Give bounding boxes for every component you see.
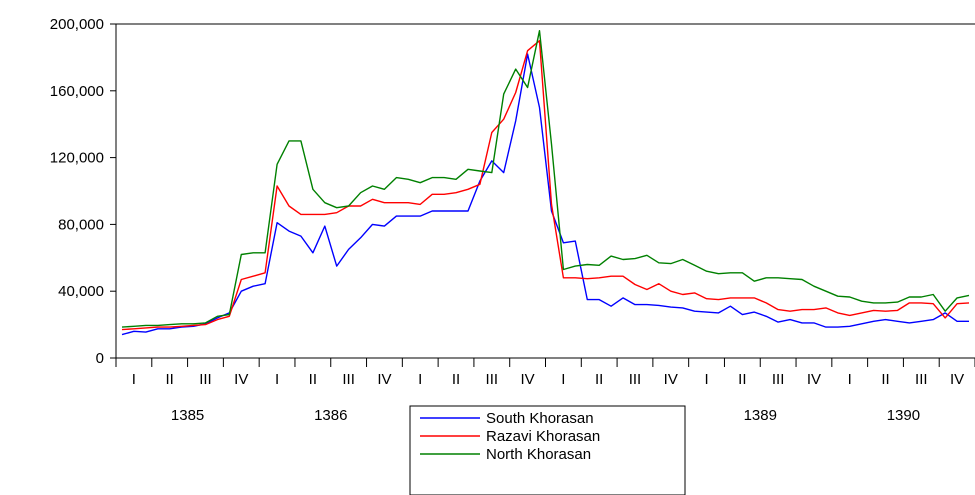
y-tick-label: 80,000 (58, 216, 104, 233)
x-quarter-label: IV (807, 371, 821, 388)
y-tick-label: 40,000 (58, 283, 104, 300)
x-quarter-label: II (166, 371, 174, 388)
x-quarter-label: I (418, 371, 422, 388)
x-quarter-label: III (199, 371, 212, 388)
series-lines (121, 30, 970, 336)
x-quarter-label: IV (377, 371, 391, 388)
legend: South Khorasan Razavi Khorasan North Kho… (409, 405, 686, 495)
x-quarter-label: III (915, 371, 928, 388)
x-year-label: 1385 (171, 407, 204, 424)
series-line-north-khorasan (121, 30, 970, 328)
x-quarter-label: II (309, 371, 317, 388)
x-year-label: 1386 (314, 407, 347, 424)
x-quarter-label: IV (664, 371, 678, 388)
series-line-south-khorasan (121, 53, 969, 336)
x-quarter-label: III (342, 371, 355, 388)
x-quarter-label: IV (234, 371, 248, 388)
x-axis: I II III IV I II III IV I II III IV I II III IV I II III IV… (115, 358, 975, 424)
x-quarter-label: I (848, 371, 852, 388)
x-quarter-label: IV (950, 371, 964, 388)
legend-label-south-khorasan: South Khorasan (486, 410, 594, 427)
y-tick-label: 160,000 (50, 83, 104, 100)
x-quarter-label: III (772, 371, 785, 388)
plot-frame (115, 23, 975, 359)
x-quarter-label: II (452, 371, 460, 388)
x-quarter-label: II (881, 371, 889, 388)
y-tick-label: 120,000 (50, 150, 104, 167)
x-quarter-label: III (486, 371, 499, 388)
x-quarter-label: IV (521, 371, 535, 388)
x-quarter-label: I (561, 371, 565, 388)
legend-label-north-khorasan: North Khorasan (486, 446, 591, 463)
series-line-razavi-khorasan (121, 40, 970, 331)
x-quarter-label: I (704, 371, 708, 388)
x-year-label: 1389 (744, 407, 777, 424)
x-quarter-label: III (629, 371, 642, 388)
x-quarter-label: I (132, 371, 136, 388)
x-quarter-label: I (275, 371, 279, 388)
x-quarter-label: II (595, 371, 603, 388)
y-tick-label: 200,000 (50, 16, 104, 33)
legend-label-razavi-khorasan: Razavi Khorasan (486, 428, 600, 445)
y-axis: 0 40,000 80,000 120,000 160,000 200,000 (50, 16, 116, 367)
x-year-label: 1390 (887, 407, 920, 424)
legend-box (409, 405, 686, 495)
x-quarter-label: II (738, 371, 746, 388)
y-tick-label: 0 (96, 350, 104, 367)
